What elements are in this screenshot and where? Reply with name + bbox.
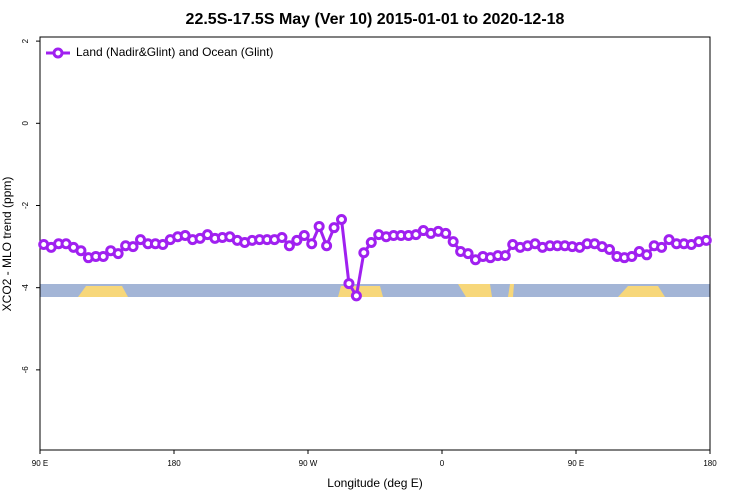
- point: [604, 243, 615, 255]
- y-axis-label: XCO2 - MLO trend (ppm): [0, 177, 14, 312]
- y-tick-label: 0: [21, 121, 30, 126]
- x-tick-label: 180: [167, 459, 181, 468]
- legend-marker: [52, 47, 64, 59]
- point: [343, 278, 355, 290]
- point: [641, 249, 653, 261]
- point: [112, 248, 124, 260]
- point: [462, 248, 474, 260]
- point: [298, 229, 310, 241]
- y-tick-label: -4: [21, 284, 30, 292]
- point: [626, 250, 638, 262]
- point: [365, 236, 377, 248]
- point: [700, 234, 712, 246]
- y-tick-label: -2: [21, 201, 30, 209]
- point: [291, 234, 303, 246]
- x-axis-label: Longitude (deg E): [327, 476, 422, 490]
- point: [499, 250, 511, 262]
- point: [75, 245, 87, 257]
- point: [127, 241, 139, 253]
- point: [157, 239, 169, 251]
- point: [276, 232, 288, 244]
- x-tick-label: 0: [440, 459, 445, 468]
- surface-strip: [40, 284, 710, 297]
- point: [97, 250, 109, 262]
- x-tick-label: 90 E: [32, 459, 48, 468]
- point: [440, 227, 452, 239]
- legend-label: Land (Nadir&Glint) and Ocean (Glint): [76, 45, 273, 59]
- point: [321, 240, 333, 252]
- point: [283, 240, 295, 252]
- point: [358, 247, 370, 259]
- y-tick-label: 2: [21, 38, 30, 43]
- y-tick-label: -6: [21, 366, 30, 374]
- point: [350, 290, 362, 302]
- x-tick-label: 90 E: [568, 459, 584, 468]
- point: [447, 236, 459, 248]
- x-tick-label: 90 W: [299, 459, 318, 468]
- point: [328, 222, 340, 234]
- x-tick-label: 180: [703, 459, 717, 468]
- chart-title: 22.5S-17.5S May (Ver 10) 2015-01-01 to 2…: [186, 11, 565, 28]
- point: [336, 213, 347, 225]
- point: [306, 238, 318, 250]
- point: [656, 241, 668, 253]
- point: [313, 220, 325, 232]
